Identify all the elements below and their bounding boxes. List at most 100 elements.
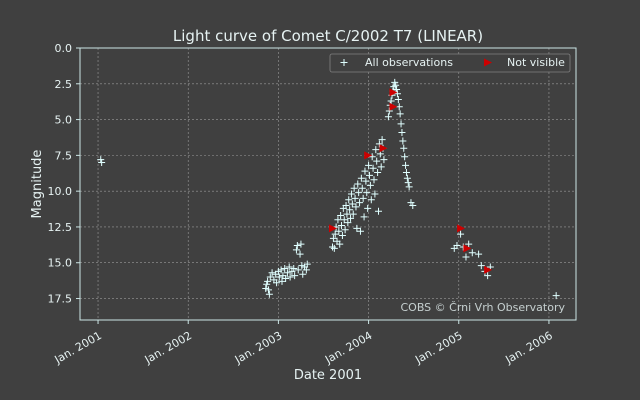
observation-point — [397, 120, 405, 128]
observation-point — [343, 210, 351, 218]
observation-point — [330, 244, 338, 252]
legend-box — [329, 53, 571, 73]
not-visible-point — [364, 151, 373, 160]
observation-point — [385, 107, 393, 115]
observation-point — [400, 144, 408, 152]
not-visible-point — [484, 265, 493, 274]
observation-point — [396, 110, 404, 118]
observation-point — [352, 203, 360, 211]
observation-point — [294, 266, 302, 274]
observation-point — [334, 216, 342, 224]
y-tick-label: 0.0 — [55, 42, 73, 55]
not-visible-point — [457, 224, 466, 233]
observation-point — [356, 227, 364, 235]
observation-point — [286, 273, 294, 281]
observation-point — [277, 266, 285, 274]
observation-point — [552, 292, 560, 300]
observation-point — [355, 189, 363, 197]
observation-point — [384, 113, 392, 121]
legend-label-all-observations: All observations — [365, 56, 453, 69]
y-tick-label: 5.0 — [55, 114, 73, 127]
observation-point — [399, 137, 407, 145]
observation-point — [351, 194, 359, 202]
y-tick-label: 12.5 — [48, 221, 73, 234]
observation-point — [285, 263, 293, 271]
observation-point — [360, 213, 368, 221]
observation-point — [363, 189, 371, 197]
observation-point — [290, 264, 298, 272]
observation-point — [393, 90, 401, 98]
observation-point — [296, 250, 304, 258]
observation-point — [405, 183, 413, 191]
observation-point — [299, 270, 307, 278]
observation-point — [404, 179, 412, 187]
grid-lines — [80, 47, 576, 320]
y-tick-label: 15.0 — [48, 257, 73, 270]
observation-point — [348, 200, 356, 208]
observation-point — [391, 78, 399, 86]
not-visible-point — [389, 88, 398, 97]
observation-point — [264, 286, 272, 294]
observation-point — [329, 243, 337, 251]
attribution-text: COBS © Črni Vrh Observatory — [400, 301, 565, 314]
observation-point — [358, 184, 366, 192]
observation-point — [365, 161, 373, 169]
observation-point — [366, 181, 374, 189]
observation-point — [373, 157, 381, 165]
observation-point — [367, 196, 375, 204]
not-visible-point — [329, 224, 338, 233]
y-tick-label: 10.0 — [48, 185, 73, 198]
observation-point — [374, 169, 382, 177]
observation-point — [347, 214, 355, 222]
observation-point — [453, 242, 461, 250]
observation-point — [394, 96, 402, 104]
observation-point — [357, 174, 365, 182]
observation-point — [340, 216, 348, 224]
observation-point — [338, 232, 346, 240]
not-visible-point — [389, 102, 398, 111]
observation-point — [336, 240, 344, 248]
legend: All observations Not visible — [329, 53, 571, 73]
observation-point — [288, 267, 296, 275]
x-axis-label: Date 2001 — [294, 368, 362, 383]
observation-point — [380, 156, 388, 164]
observation-point — [345, 196, 353, 204]
observation-point — [338, 222, 346, 230]
observation-point — [378, 136, 386, 144]
observation-point — [403, 174, 411, 182]
observation-point — [392, 81, 400, 89]
observation-point — [346, 206, 354, 214]
observation-point — [402, 161, 410, 169]
observation-point — [362, 177, 370, 185]
observation-point — [375, 140, 383, 148]
observation-point — [468, 249, 476, 257]
observation-point — [359, 194, 367, 202]
observation-point — [335, 227, 343, 235]
observation-point — [369, 164, 377, 172]
observation-point — [354, 180, 362, 188]
observation-point — [377, 163, 385, 171]
observation-point — [268, 269, 276, 277]
observation-point — [353, 224, 361, 232]
y-axis-label: Magnitude — [30, 150, 45, 219]
observation-point — [303, 260, 311, 268]
chart-title: Light curve of Comet C/2002 T7 (LINEAR) — [173, 27, 483, 45]
y-tick-label: 7.5 — [55, 149, 73, 162]
observation-point — [329, 234, 337, 242]
observation-point — [297, 240, 305, 248]
observation-point — [275, 273, 283, 281]
observation-point — [457, 230, 465, 238]
observation-point — [97, 156, 105, 164]
observation-point — [393, 86, 401, 94]
observation-point — [281, 264, 289, 272]
observation-point — [484, 272, 492, 280]
observation-point — [263, 280, 271, 288]
observation-point — [402, 169, 410, 177]
not-visible-point — [379, 144, 388, 153]
observation-point — [387, 97, 395, 105]
observation-point — [349, 210, 357, 218]
observation-point — [265, 290, 273, 298]
observation-point — [347, 190, 355, 198]
observation-point — [465, 240, 473, 248]
